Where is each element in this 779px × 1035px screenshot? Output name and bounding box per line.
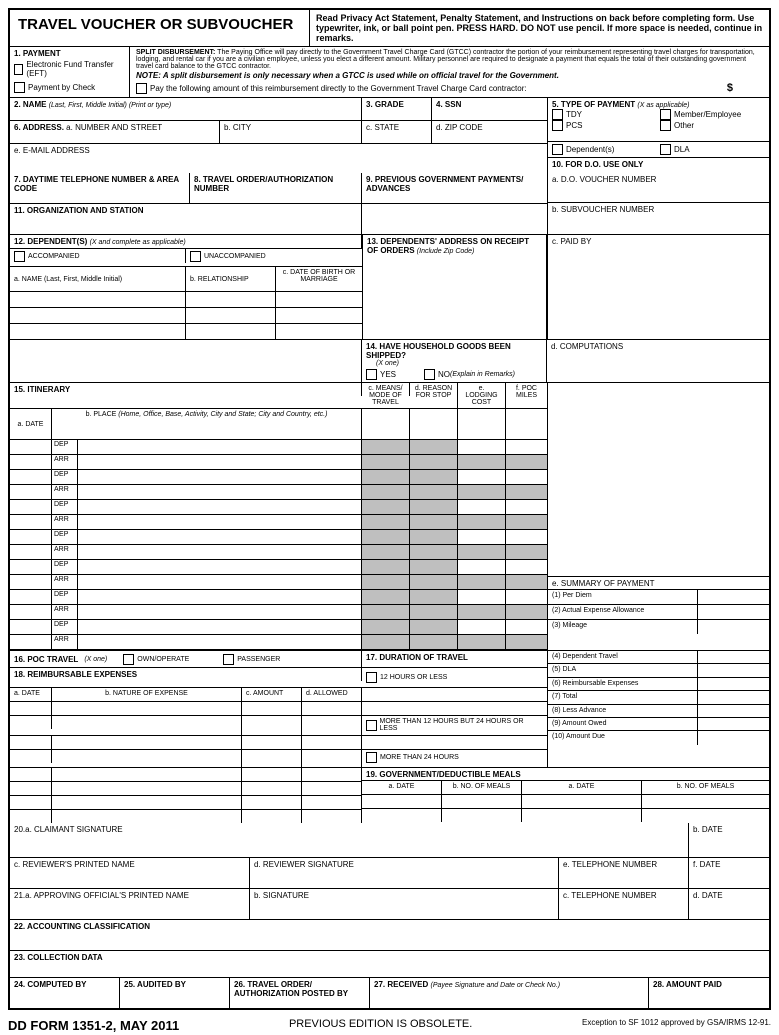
obsolete-note: PREVIOUS EDITION IS OBSOLETE.: [289, 1018, 472, 1033]
summary-row: (10) Amount Due: [548, 731, 769, 744]
s10b-label: b. SUBVOUCHER NUMBER: [548, 203, 769, 233]
summary-row: (8) Less Advance: [548, 705, 769, 718]
itinerary-row[interactable]: DEP: [10, 500, 547, 515]
itinerary-row[interactable]: ARR: [10, 455, 547, 470]
split-text: SPLIT DISBURSEMENT: The Paying Office wi…: [136, 49, 763, 70]
dep-cb[interactable]: [552, 144, 563, 155]
summary-row: (1) Per Diem: [548, 590, 769, 605]
s3-label: 3. GRADE: [362, 98, 432, 120]
s2-label: 2. NAME: [14, 100, 46, 109]
exception-note: Exception to SF 1012 approved by GSA/IRM…: [582, 1018, 771, 1033]
s10d-label: d. COMPUTATIONS: [547, 340, 769, 382]
itinerary-row[interactable]: ARR: [10, 485, 547, 500]
s4-label: 4. SSN: [432, 98, 547, 120]
pcs-cb[interactable]: [552, 120, 563, 131]
itinerary-row[interactable]: ARR: [10, 635, 547, 650]
pass-cb[interactable]: [223, 654, 234, 665]
eft-label: Electronic Fund Transfer (EFT): [26, 60, 117, 78]
tdy-cb[interactable]: [552, 109, 563, 120]
summary-row: (7) Total: [548, 691, 769, 704]
itinerary-row[interactable]: ARR: [10, 605, 547, 620]
s6b-label: b. CITY: [220, 121, 362, 143]
reimb-row[interactable]: [10, 702, 547, 716]
itinerary-row[interactable]: DEP: [10, 470, 547, 485]
member-cb[interactable]: [660, 109, 671, 120]
itinerary-row[interactable]: DEP: [10, 530, 547, 545]
summary-row: (6) Reimbursable Expenses: [548, 678, 769, 691]
itinerary-row[interactable]: ARR: [10, 545, 547, 560]
dur-a-cb[interactable]: [366, 672, 377, 683]
privacy-statement: Read Privacy Act Statement, Penalty Stat…: [310, 10, 769, 46]
reimb-row[interactable]: MORE THAN 24 HOURS: [10, 750, 547, 767]
dollar-sign: $: [727, 82, 733, 94]
s10-label: 10. FOR D.O. USE ONLY: [548, 158, 769, 173]
eft-checkbox[interactable]: [14, 64, 23, 75]
summary-row: (2) Actual Expense Allowance: [548, 605, 769, 620]
itinerary-row[interactable]: ARR: [10, 515, 547, 530]
check-label: Payment by Check: [28, 83, 95, 92]
acc-cb[interactable]: [14, 251, 25, 262]
s5-label: 5. TYPE OF PAYMENT: [552, 100, 635, 109]
reimb-row[interactable]: MORE THAN 12 HOURS BUT 24 HOURS OR LESS: [10, 716, 547, 736]
yes-cb[interactable]: [366, 369, 377, 380]
form-id: DD FORM 1351-2, MAY 2011: [8, 1018, 179, 1033]
dla-cb[interactable]: [660, 144, 671, 155]
itinerary-row[interactable]: DEP: [10, 560, 547, 575]
s10c-label: c. PAID BY: [547, 235, 769, 339]
summary-row: (3) Mileage: [548, 620, 769, 634]
split-note: NOTE: A split disbursement is only neces…: [136, 71, 763, 80]
form-title: TRAVEL VOUCHER OR SUBVOUCHER: [10, 10, 310, 46]
pay-following-checkbox[interactable]: [136, 83, 147, 94]
s1-label: 1. PAYMENT: [14, 49, 125, 58]
s7-label: 7. DAYTIME TELEPHONE NUMBER & AREA CODE: [10, 173, 190, 203]
itinerary-row[interactable]: DEP: [10, 620, 547, 635]
itinerary-row[interactable]: DEP: [10, 440, 547, 455]
s10a-label: a. D.O. VOUCHER NUMBER: [548, 173, 769, 203]
check-checkbox[interactable]: [14, 82, 25, 93]
s6e-label: e. E-MAIL ADDRESS: [10, 144, 547, 160]
summary-row: (5) DLA: [548, 664, 769, 677]
pay-following-label: Pay the following amount of this reimbur…: [150, 84, 527, 93]
s9-label: 9. PREVIOUS GOVERNMENT PAYMENTS/ ADVANCE…: [362, 173, 547, 203]
s6d-label: d. ZIP CODE: [432, 121, 547, 143]
no-cb[interactable]: [424, 369, 435, 380]
reimb-row[interactable]: [10, 736, 547, 750]
unacc-cb[interactable]: [190, 251, 201, 262]
s11-label: 11. ORGANIZATION AND STATION: [10, 204, 362, 234]
form-container: TRAVEL VOUCHER OR SUBVOUCHER Read Privac…: [8, 8, 771, 1010]
itinerary-row[interactable]: DEP: [10, 590, 547, 605]
other-cb[interactable]: [660, 120, 671, 131]
summary-row: (4) Dependent Travel: [548, 651, 769, 664]
s6c-label: c. STATE: [362, 121, 432, 143]
own-cb[interactable]: [123, 654, 134, 665]
s8-label: 8. TRAVEL ORDER/AUTHORIZATION NUMBER: [190, 173, 362, 203]
itinerary-row[interactable]: ARR: [10, 575, 547, 590]
s6a-label: a. NUMBER AND STREET: [66, 123, 162, 132]
summary-row: (9) Amount Owed: [548, 718, 769, 731]
